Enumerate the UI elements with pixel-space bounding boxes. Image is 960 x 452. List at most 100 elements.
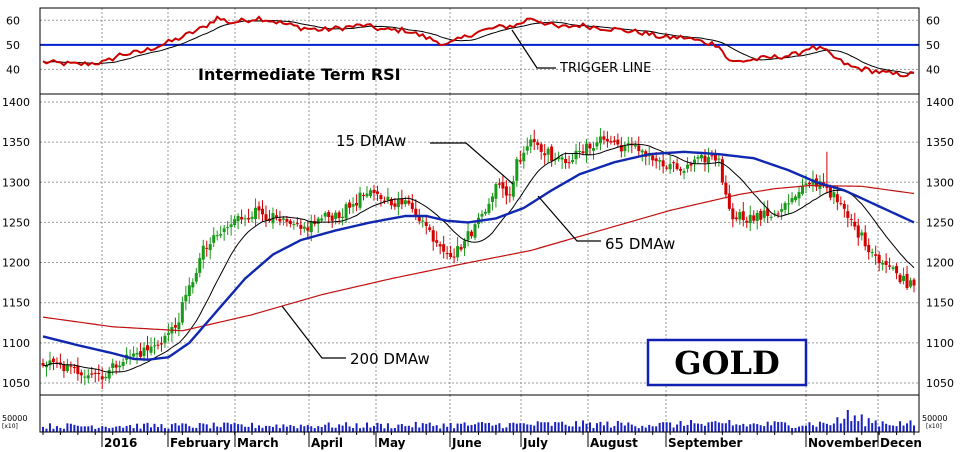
volume-bar [641,425,644,432]
price-candle-body [536,142,540,145]
ma15-leader-line [430,142,514,185]
volume-bar [867,418,870,432]
price-candle-body [483,211,487,214]
volume-bar [42,426,44,432]
volume-bar [313,428,316,432]
volume-bar [425,423,428,432]
price-candle-body [619,145,623,152]
volume-bar [247,426,250,432]
x-axis-label: February [170,436,231,450]
volume-bar [156,427,159,432]
price-candle-body [260,208,264,215]
price-candle-body [591,148,595,151]
volume-bar [724,423,727,432]
volume-bar [696,423,699,432]
volume-bar [832,423,835,432]
price-candle-body [379,195,383,200]
volume-bar [588,422,591,432]
price-candle-body [759,210,763,220]
volume-bar [118,425,121,432]
price-candle-body [835,194,839,203]
price-candle-body [724,182,728,195]
price-tick-label-left: 1150 [2,297,30,310]
price-candle-body [529,139,533,147]
price-candle-body [497,183,501,185]
volume-bar [585,423,588,432]
ma65-line [42,150,915,361]
price-candle-body [180,302,184,323]
volume-bar [714,421,717,432]
price-candle-body [550,146,554,161]
price-candle-body [626,143,630,145]
volume-bar [271,426,274,432]
volume-bar [355,423,358,432]
price-candle-body [665,167,669,169]
volume-bar [101,426,104,432]
price-candle-body [194,272,198,282]
volume-bar [244,426,247,432]
price-candle-body [278,218,282,222]
price-candle-body [710,155,714,157]
volume-bar [749,424,752,432]
volume-bar [874,420,877,432]
price-candle-body [867,245,871,253]
volume-bar [808,422,811,432]
price-candle-body [605,138,609,142]
price-candle-body [372,189,376,194]
volume-bar [690,420,693,432]
x-axis-label: May [378,436,406,450]
price-candle-body [699,155,703,159]
volume-bar [362,427,365,432]
price-candle-body [79,372,83,376]
volume-bar [850,421,853,432]
price-candle-body [142,347,146,356]
price-candle-body [288,220,292,224]
x-axis-label: Decen [880,436,922,450]
price-candle-body [187,285,191,297]
price-candle-body [149,346,153,353]
price-candle-body [731,208,735,220]
rsi-tick-label-right: 40 [926,63,940,76]
ma65-leader-line [537,195,601,242]
volume-bar [376,422,379,432]
price-candle-body [525,146,529,151]
volume-bar [710,421,713,432]
volume-bar [223,422,226,432]
price-candle-body [330,215,334,221]
volume-bar [665,422,668,432]
ma200-label: 200 DMAw [350,350,430,368]
volume-bar [226,422,229,432]
volume-bar [623,425,626,432]
volume-bar [132,428,135,432]
volume-bar [282,424,285,432]
price-candle-body [522,152,526,162]
price-candle-body [285,218,289,222]
volume-bar [341,425,344,432]
volume-bar [836,417,839,432]
volume-bar [501,428,504,432]
price-candle-body [121,361,125,367]
price-candle-body [734,217,738,220]
price-candle-body [159,343,163,345]
price-candle-body [571,159,575,163]
price-candle-body [410,202,414,210]
price-candle-body [428,227,432,230]
volume-bar [763,426,766,432]
volume-bar [320,426,323,432]
volume-bar [122,427,125,432]
volume-bar [561,421,564,432]
price-candle-body [435,240,439,243]
volume-bar [742,423,745,432]
price-candle-body [846,211,850,218]
volume-bar [547,422,550,432]
volume-bar [707,422,710,432]
volume-bar [299,424,302,432]
volume-bar [484,423,487,432]
volume-bar [759,425,762,432]
price-panel: 1050 1050 1100 1100 1150 1150 1200 1200 1250 1250… [2,96,954,390]
volume-bar [150,427,153,432]
price-tick-label-right: 1350 [926,136,954,149]
price-candle-body [76,365,80,375]
volume-bar [630,424,633,432]
price-candle-body [801,185,805,194]
